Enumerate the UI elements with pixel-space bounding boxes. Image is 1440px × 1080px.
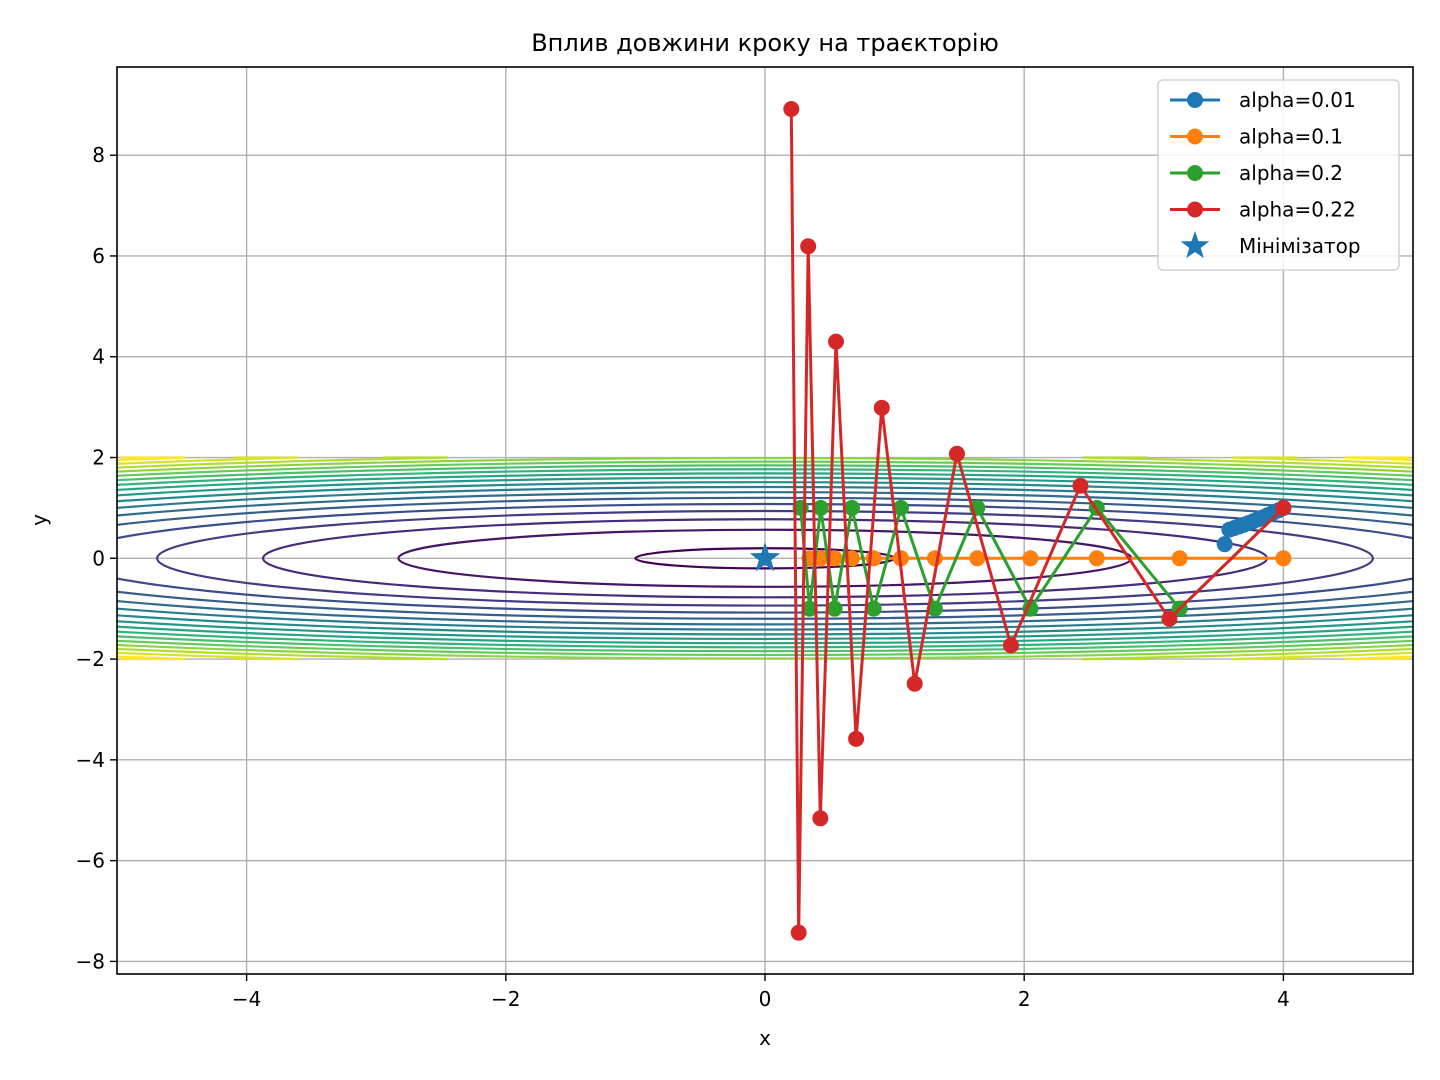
series-point — [812, 810, 829, 827]
x-tick-label: −2 — [491, 987, 520, 1011]
legend-marker — [1187, 128, 1203, 145]
y-tick-label: −8 — [76, 949, 105, 973]
y-axis-label: y — [27, 514, 51, 526]
legend-marker — [1187, 201, 1203, 218]
series-point — [892, 499, 909, 516]
legend-star-icon — [1180, 231, 1210, 259]
contour-line — [117, 496, 1413, 620]
series-point — [926, 600, 943, 617]
y-tick-label: −2 — [76, 647, 105, 671]
trajectories — [749, 101, 1292, 941]
legend-entry: alpha=0.1 — [1170, 125, 1343, 149]
x-tick-label: 4 — [1277, 987, 1290, 1011]
series-point — [848, 730, 865, 747]
chart-title: Вплив довжини кроку на траєкторію — [531, 29, 999, 57]
contour-line — [117, 464, 1413, 653]
contour-line — [117, 476, 1413, 640]
contour-line — [117, 481, 1413, 636]
series-point — [790, 924, 807, 941]
series-point — [801, 600, 818, 617]
legend-entry: Мінімізатор — [1180, 231, 1361, 259]
series-point — [812, 499, 829, 516]
legend-label: alpha=0.22 — [1239, 198, 1356, 222]
series-point — [865, 600, 882, 617]
series-point — [1088, 550, 1105, 567]
series-point — [800, 238, 817, 255]
series-point — [1161, 610, 1178, 627]
series-point — [1221, 521, 1238, 538]
series-point — [1072, 477, 1089, 494]
contour-line — [117, 485, 1413, 631]
y-tick-label: 0 — [92, 546, 105, 570]
legend-marker — [1187, 165, 1203, 181]
x-tick-label: 2 — [1018, 987, 1031, 1011]
y-tick-label: −6 — [76, 849, 105, 873]
legend-box — [1157, 79, 1400, 271]
series-point — [948, 445, 965, 462]
y-tick-label: −4 — [76, 748, 105, 772]
series-point — [826, 550, 843, 567]
x-tick-label: 0 — [759, 987, 772, 1011]
legend-marker — [1187, 92, 1203, 108]
series-point — [865, 550, 882, 567]
contour-line — [117, 468, 1413, 649]
axis-ticks: −4 −2 0 2 4 −8 −6 −4 −2 0 2 4 6 8 — [76, 143, 1290, 1011]
series-point — [906, 675, 923, 692]
series-point — [873, 399, 890, 416]
legend-entry: alpha=0.22 — [1170, 198, 1356, 222]
legend-label: alpha=0.2 — [1239, 161, 1343, 185]
series-point — [1022, 550, 1039, 567]
series-point — [783, 101, 800, 118]
series-point — [1275, 499, 1292, 516]
y-tick-label: 2 — [92, 446, 105, 470]
x-tick-label: −4 — [232, 987, 261, 1011]
contour-line — [117, 491, 1413, 626]
contour-line — [117, 502, 1413, 614]
series-point — [843, 499, 860, 516]
series-point — [828, 333, 845, 350]
contour-line — [156, 509, 1374, 607]
legend-entry: alpha=0.01 — [1170, 88, 1356, 112]
series-point — [1275, 550, 1292, 567]
series-point — [926, 550, 943, 567]
y-tick-label: 6 — [92, 244, 105, 268]
legend-label: Мінімізатор — [1239, 234, 1361, 258]
series-point — [826, 600, 843, 617]
series-alpha=0.22 — [783, 101, 1292, 941]
legend-label: alpha=0.1 — [1239, 125, 1343, 149]
minimizer-star — [749, 542, 781, 572]
x-axis-label: x — [759, 1026, 771, 1050]
y-tick-label: 4 — [92, 345, 105, 369]
legend-entry: alpha=0.2 — [1170, 161, 1343, 185]
series-point — [1216, 536, 1233, 553]
series-point — [1171, 550, 1188, 567]
legend-label: alpha=0.01 — [1239, 88, 1356, 112]
contour-line — [117, 472, 1413, 645]
contour-line — [117, 456, 1413, 660]
contour-line — [117, 460, 1413, 657]
y-tick-label: 8 — [92, 143, 105, 167]
legend: alpha=0.01 alpha=0.1 alpha=0.2 alpha=0.22 Мі… — [1157, 79, 1400, 271]
series-point — [1002, 637, 1019, 654]
series-point — [969, 550, 986, 567]
